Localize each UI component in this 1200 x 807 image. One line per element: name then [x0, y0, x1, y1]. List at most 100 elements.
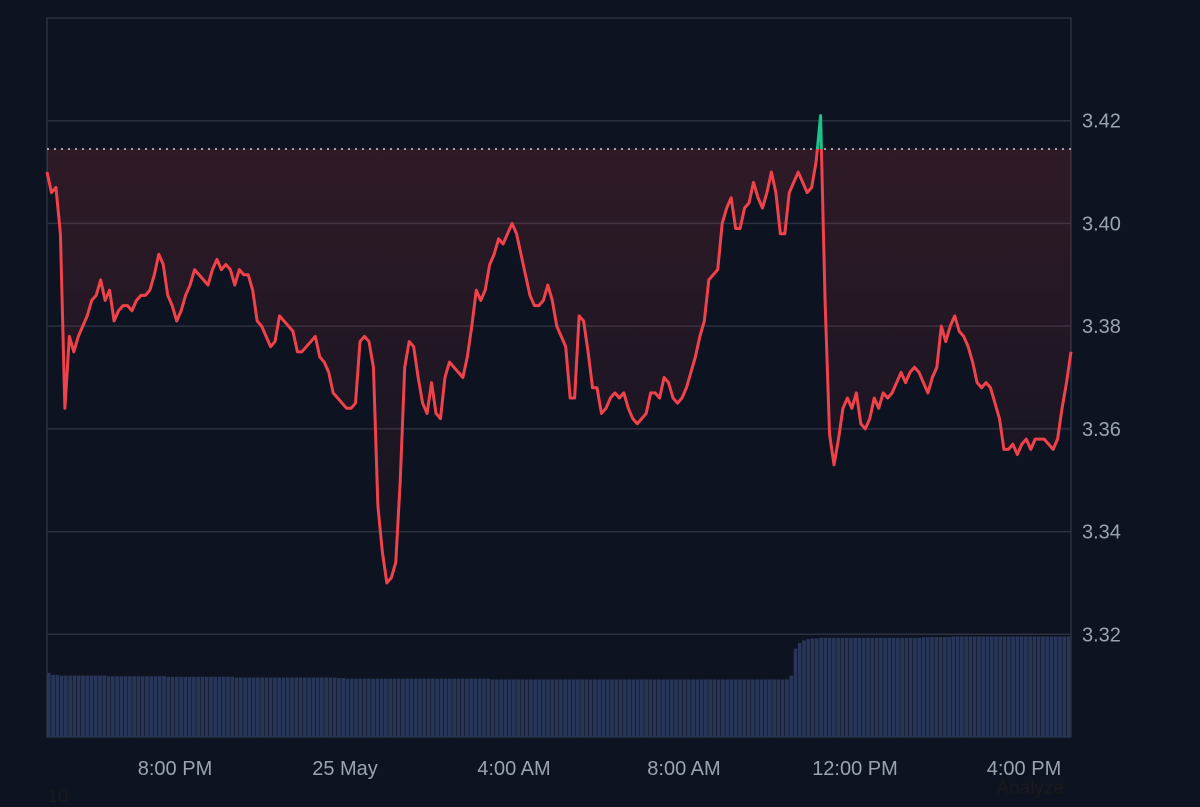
volume-bar [123, 676, 128, 737]
volume-bar [55, 674, 60, 737]
volume-bar [806, 639, 811, 737]
volume-bar [887, 637, 892, 737]
plot-frame [46, 17, 1072, 738]
volume-bar [687, 679, 691, 737]
volume-bar [187, 676, 192, 737]
volume-bar [516, 679, 520, 737]
volume-bar [512, 679, 516, 737]
volume-bar [149, 676, 154, 737]
volume-bar [729, 679, 734, 737]
volume-bar [627, 679, 631, 737]
volume-bar [704, 679, 708, 737]
volume-bars [47, 636, 1071, 737]
volume-bar [759, 679, 764, 737]
volume-bar [584, 679, 589, 737]
volume-bar [985, 636, 990, 737]
volume-bar [938, 637, 943, 737]
volume-bar [221, 676, 226, 737]
volume-bar [921, 637, 926, 737]
volume-bar [1032, 636, 1037, 737]
volume-bar [665, 679, 670, 737]
volume-bar [98, 675, 102, 737]
volume-bar [951, 636, 956, 737]
volume-bar [367, 678, 371, 737]
volume-bar [819, 637, 823, 737]
volume-bar [964, 636, 968, 737]
y-tick-label: 3.36 [1082, 419, 1121, 441]
volume-bar [166, 676, 171, 737]
volume-bar [716, 679, 721, 737]
volume-bar [576, 679, 580, 737]
volume-bar [597, 679, 602, 737]
volume-bar [797, 642, 802, 737]
volume-bar [328, 677, 333, 737]
volume-bar [452, 678, 456, 737]
volume-bar [362, 678, 367, 737]
volume-bar [635, 679, 640, 737]
volume-bar [772, 679, 776, 737]
volume-bar [247, 677, 252, 737]
volume-bar [981, 636, 986, 737]
volume-bar [384, 678, 388, 737]
volume-bar [59, 675, 64, 737]
volume-bar [588, 679, 593, 737]
volume-bar [891, 637, 896, 737]
volume-bar [1045, 636, 1050, 737]
volume-bar [277, 677, 282, 737]
volume-bar [405, 678, 410, 737]
y-axis-ticks: 3.42 3.40 3.38 3.36 3.34 3.32 [1082, 111, 1121, 647]
volume-bar [644, 679, 648, 737]
volume-bar [72, 675, 77, 737]
volume-bar [456, 678, 461, 737]
volume-bar [674, 679, 678, 737]
volume-bar [571, 679, 576, 737]
volume-bar [192, 676, 196, 737]
volume-bar [657, 679, 661, 737]
volume-bar [311, 677, 316, 737]
volume-bar [879, 637, 883, 737]
volume-bar [413, 678, 418, 737]
volume-bar [721, 679, 725, 737]
volume-bar [631, 679, 636, 737]
volume-bar [1019, 636, 1024, 737]
volume-bar [827, 637, 832, 737]
volume-bar [379, 678, 384, 737]
volume-bar [157, 676, 162, 737]
x-tick-label: 4:00 PM [987, 758, 1061, 780]
volume-bar [401, 678, 405, 737]
volume-bar [913, 637, 917, 737]
volume-bar [968, 636, 973, 737]
volume-bar [904, 637, 909, 737]
volume-bar [183, 676, 188, 737]
volume-bar [601, 679, 606, 737]
x-tick-label: 4:00 AM [477, 758, 550, 780]
volume-bar [490, 679, 495, 737]
volume-bar [102, 675, 107, 737]
volume-bar [563, 679, 567, 737]
volume-bar [768, 679, 772, 737]
volume-bar [746, 679, 751, 737]
volume-bar [960, 636, 964, 737]
volume-bar [469, 678, 474, 737]
volume-bar [477, 678, 482, 737]
volume-bar [1036, 636, 1041, 737]
volume-bar [832, 637, 836, 737]
y-tick-label: 3.40 [1082, 213, 1121, 235]
volume-bar [332, 677, 337, 737]
volume-bar [823, 637, 828, 737]
volume-bar [285, 677, 290, 737]
volume-bar [789, 675, 794, 737]
volume-bar [972, 636, 977, 737]
volume-bar [251, 677, 256, 737]
volume-bar [998, 636, 1003, 737]
volume-bar [64, 675, 68, 737]
volume-bar [815, 638, 819, 737]
footer-analyze-link[interactable]: Analyze [996, 778, 1064, 799]
volume-bar [345, 678, 350, 737]
volume-bar [661, 679, 666, 737]
volume-bar [776, 679, 781, 737]
volume-bar [375, 678, 380, 737]
volume-bar [1058, 636, 1062, 737]
volume-bar [955, 636, 960, 737]
volume-bar [47, 673, 51, 737]
